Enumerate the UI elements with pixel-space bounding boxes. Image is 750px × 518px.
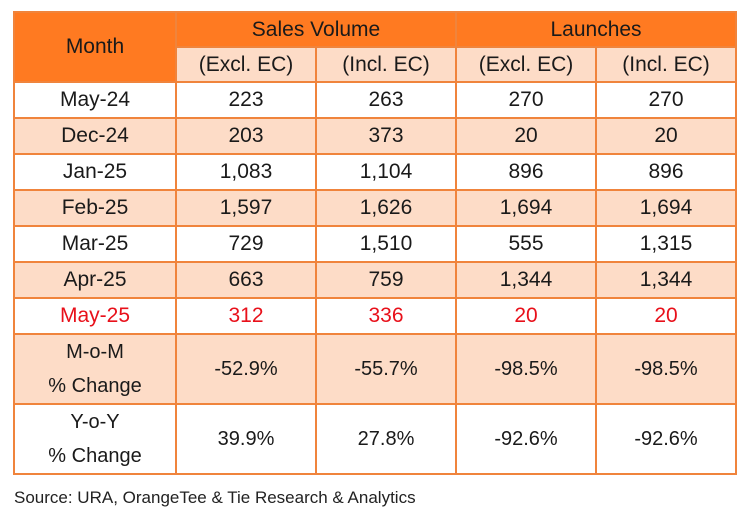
change-row-label: M-o-M % Change [13, 333, 177, 405]
sales-launches-table-container: Month Sales Volume Launches (Excl. EC) (… [13, 11, 738, 475]
change-cell-sales-incl-ec: -55.7% [314, 333, 458, 405]
change-label-unit: % Change [48, 445, 142, 467]
cell-sales-incl-ec: 336 [314, 297, 458, 335]
table-row-change: M-o-M% Change -52.9% -55.7% -98.5% -98.5% [13, 333, 738, 405]
row-month-label: May-25 [13, 297, 177, 335]
cell-sales-excl-ec: 1,597 [175, 189, 317, 227]
cell-sales-incl-ec: 1,510 [314, 225, 458, 263]
month-column-header: Month [13, 11, 177, 83]
cell-sales-excl-ec: 1,083 [175, 153, 317, 191]
change-row-label: Y-o-Y % Change [13, 403, 177, 475]
table-row: May-25 312 336 20 20 [13, 297, 738, 335]
header-row-subheaders: (Excl. EC) (Incl. EC) (Excl. EC) (Incl. … [14, 46, 738, 83]
change-label-metric: Y-o-Y [70, 411, 120, 433]
sales-volume-group-header: Sales Volume [174, 11, 458, 47]
header-row-groups: Month Sales Volume Launches [13, 11, 738, 83]
row-month-label: Apr-25 [13, 261, 177, 299]
row-month-label: Mar-25 [13, 225, 177, 263]
cell-sales-incl-ec: 1,626 [314, 189, 458, 227]
cell-sales-excl-ec: 729 [175, 225, 317, 263]
row-month-label: Feb-25 [13, 189, 177, 227]
cell-sales-incl-ec: 373 [314, 117, 458, 155]
table-row: Dec-24 203 373 20 20 [13, 117, 738, 155]
cell-launches-excl-ec: 1,344 [455, 261, 598, 299]
change-cell-sales-excl-ec: 39.9% [175, 403, 317, 475]
table-body: May-24 223 263 270 270 Dec-24 203 373 20 20 Jan-25… [13, 81, 738, 475]
cell-launches-incl-ec: 1,344 [595, 261, 738, 299]
table-row: May-24 223 263 270 270 [13, 81, 738, 119]
change-label-metric: M-o-M [66, 341, 124, 363]
table-row: Apr-25 663 759 1,344 1,344 [13, 261, 738, 299]
cell-sales-incl-ec: 759 [314, 261, 458, 299]
cell-launches-incl-ec: 20 [595, 297, 738, 335]
sales-launches-table: Month Sales Volume Launches (Excl. EC) (… [13, 11, 738, 475]
subheader-launches-incl-ec: (Incl. EC) [595, 46, 738, 83]
cell-launches-excl-ec: 20 [455, 297, 598, 335]
launches-group-header: Launches [455, 11, 738, 47]
change-cell-launches-excl-ec: -92.6% [455, 403, 598, 475]
source-note: Source: URA, OrangeTee & Tie Research & … [14, 488, 416, 507]
cell-launches-excl-ec: 896 [455, 153, 598, 191]
cell-launches-incl-ec: 896 [595, 153, 738, 191]
table-row-change: Y-o-Y% Change 39.9% 27.8% -92.6% -92.6% [13, 403, 738, 475]
cell-sales-incl-ec: 1,104 [314, 153, 458, 191]
table-row: Jan-25 1,083 1,104 896 896 [13, 153, 738, 191]
change-cell-sales-incl-ec: 27.8% [314, 403, 458, 475]
change-cell-launches-incl-ec: -98.5% [595, 333, 738, 405]
cell-sales-incl-ec: 263 [314, 81, 458, 119]
cell-launches-excl-ec: 20 [455, 117, 598, 155]
cell-launches-incl-ec: 270 [595, 81, 738, 119]
cell-sales-excl-ec: 663 [175, 261, 317, 299]
row-month-label: Jan-25 [13, 153, 177, 191]
change-cell-launches-incl-ec: -92.6% [595, 403, 738, 475]
cell-sales-excl-ec: 223 [175, 81, 317, 119]
subheader-launches-excl-ec: (Excl. EC) [455, 46, 598, 83]
cell-launches-excl-ec: 1,694 [455, 189, 598, 227]
cell-launches-excl-ec: 555 [455, 225, 598, 263]
row-month-label: May-24 [13, 81, 177, 119]
change-cell-launches-excl-ec: -98.5% [455, 333, 598, 405]
cell-launches-incl-ec: 20 [595, 117, 738, 155]
cell-launches-excl-ec: 270 [455, 81, 598, 119]
cell-sales-excl-ec: 203 [175, 117, 317, 155]
change-cell-sales-excl-ec: -52.9% [175, 333, 317, 405]
change-label-unit: % Change [48, 375, 142, 397]
cell-sales-excl-ec: 312 [175, 297, 317, 335]
table-row: Feb-25 1,597 1,626 1,694 1,694 [13, 189, 738, 227]
cell-launches-incl-ec: 1,694 [595, 189, 738, 227]
subheader-sales-incl-ec: (Incl. EC) [314, 46, 458, 83]
cell-launches-incl-ec: 1,315 [595, 225, 738, 263]
table-row: Mar-25 729 1,510 555 1,315 [13, 225, 738, 263]
subheader-sales-excl-ec: (Excl. EC) [175, 46, 317, 83]
row-month-label: Dec-24 [13, 117, 177, 155]
